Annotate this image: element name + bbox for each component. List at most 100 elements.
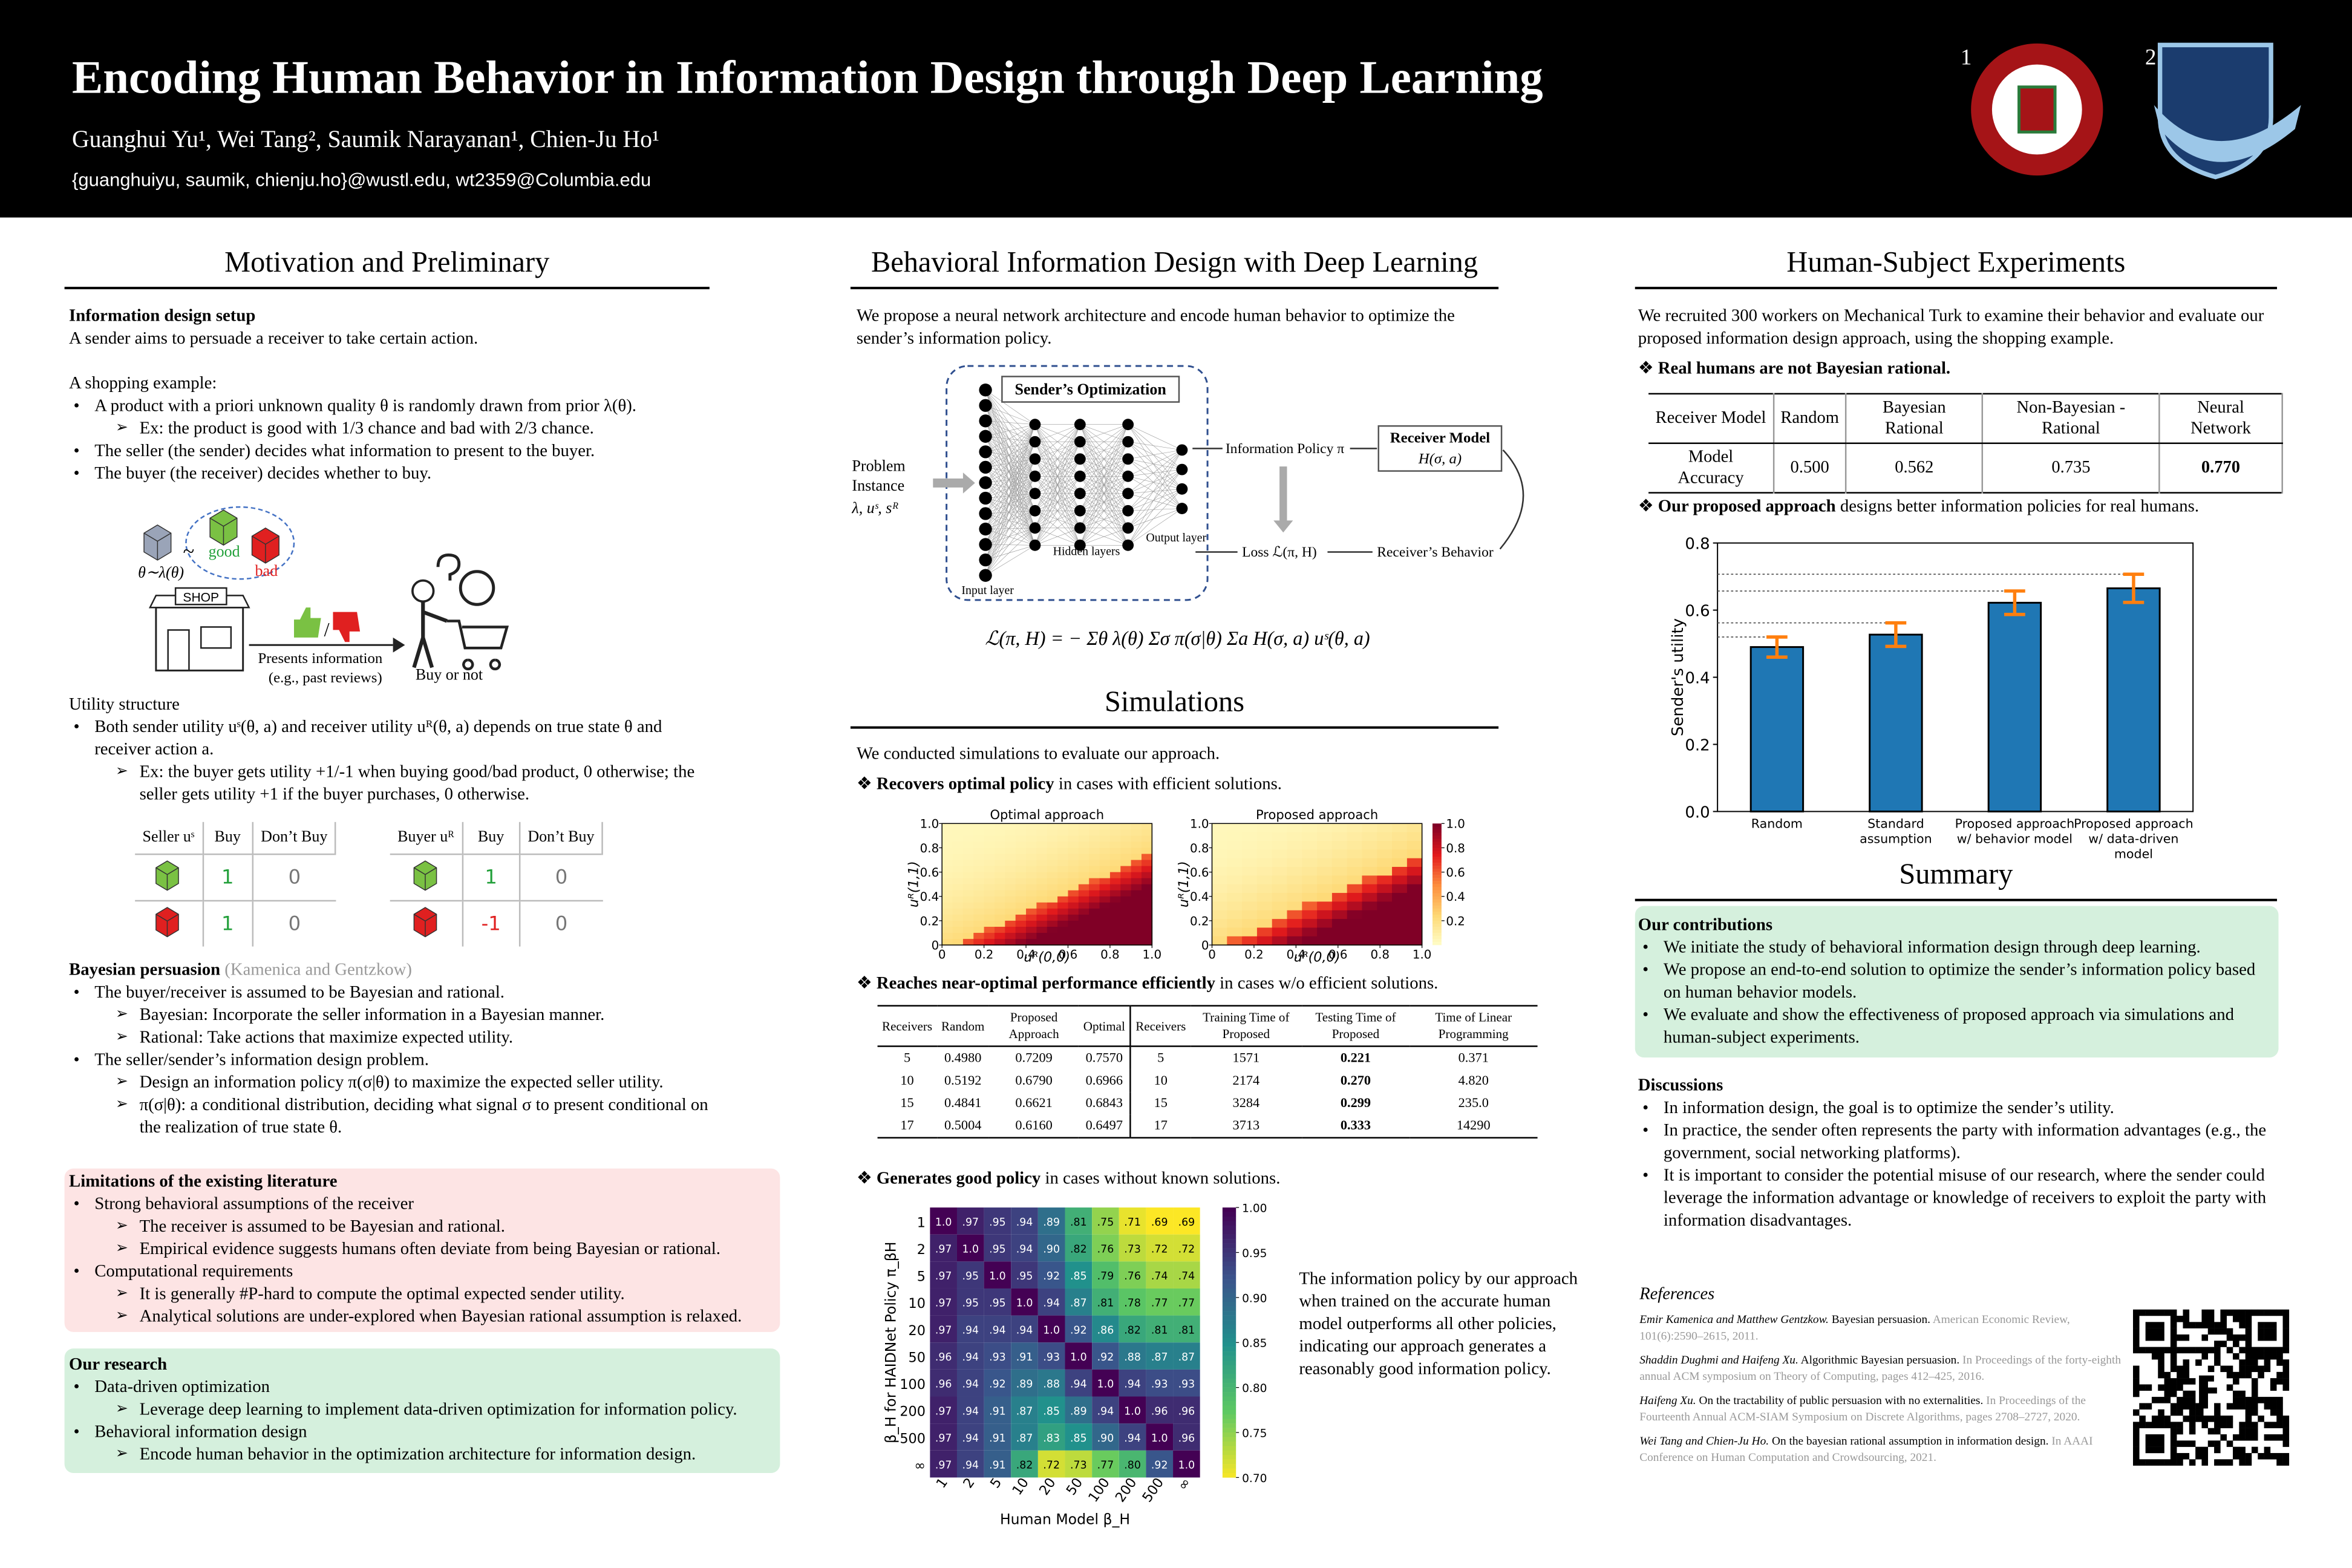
heatmap-cell: [1036, 823, 1048, 831]
matrix-cell: [930, 1450, 957, 1478]
network-edge: [1128, 441, 1183, 470]
qr-module: [2151, 1416, 2158, 1422]
heatmap-cell: [1005, 866, 1016, 873]
matrix-cell-label: .94: [1124, 1379, 1141, 1391]
heatmap-cell: [942, 884, 953, 891]
matrix-cell-label: .75: [1097, 1217, 1114, 1229]
heatmap-cell: [1026, 890, 1037, 897]
heatmap-cell: [1242, 849, 1258, 859]
matrix-colorbar-cell: [1222, 1472, 1236, 1478]
qr-module: [2264, 1347, 2271, 1354]
heatmap-cell: [1047, 920, 1058, 927]
heatmap-cell: [1302, 832, 1318, 841]
network-node: [1176, 444, 1188, 456]
qr-module: [2207, 1440, 2215, 1447]
reference-authors: Wei Tang and Chien-Ju Ho.: [1639, 1434, 1769, 1448]
network-edge: [985, 436, 1036, 528]
heatmap-cell: [994, 927, 1006, 933]
heatmap-cell: [1212, 893, 1228, 903]
matrix-cell: [1173, 1261, 1200, 1289]
heatmap-cell: [973, 896, 985, 903]
y-tick-label: 0.6: [1685, 602, 1710, 620]
colorbar-cell: [1432, 899, 1442, 903]
network-edge: [985, 459, 1036, 576]
heatmap-cell: [1242, 936, 1258, 946]
qr-module: [2282, 1347, 2290, 1354]
heatmap-cell: [1242, 927, 1258, 937]
network-edge: [1128, 424, 1183, 451]
network-node: [1029, 539, 1041, 551]
heatmap-cell: [1120, 835, 1132, 843]
qr-module: [2214, 1440, 2221, 1447]
heatmap-cell: [1392, 901, 1408, 911]
matrix-colorbar-cell: [1222, 1459, 1236, 1465]
heatmap-cell: [1120, 878, 1132, 885]
heatmap-cell: [1005, 890, 1016, 897]
heatmap-cell: [1120, 866, 1132, 873]
table-cell: 1571: [1232, 1050, 1260, 1065]
colorbar-cell: [1432, 848, 1442, 851]
matrix-cell: [956, 1342, 984, 1370]
network-node: [979, 414, 992, 428]
colorbar-cell: [1432, 942, 1442, 946]
matrix-cell: [956, 1234, 984, 1262]
input-arrow: [933, 472, 975, 494]
heatmap-cell: [1141, 933, 1153, 939]
matrix-colorbar-cell: [1222, 1405, 1236, 1411]
reference-authors: Haifeng Xu.: [1639, 1393, 1696, 1407]
heatmap-cell: [1131, 848, 1142, 855]
heatmap-cell: [1099, 872, 1111, 879]
matrix-cell: [1119, 1261, 1146, 1289]
heatmap-cell: [1377, 867, 1393, 877]
colorbar-cell: [1432, 869, 1442, 872]
network-edge: [985, 405, 1036, 511]
colorbar-cell: [1432, 881, 1442, 884]
qr-module: [2132, 1446, 2140, 1454]
network-edge: [1128, 441, 1182, 451]
qr-module: [2245, 1434, 2252, 1441]
qr-module: [2282, 1371, 2290, 1379]
x-tick-label: 0.2: [1244, 947, 1264, 961]
qr-module: [2170, 1446, 2177, 1454]
network-edge: [985, 476, 1036, 514]
bullet-item: In practice, the sender often represents…: [1642, 1119, 2280, 1164]
heatmap-cell: [1068, 878, 1079, 885]
matrix-row-label: 200: [900, 1404, 926, 1420]
network-edge: [1128, 459, 1183, 489]
qr-module: [2226, 1371, 2233, 1379]
sub-item: Ex: the buyer gets utility +1/-1 when bu…: [116, 760, 714, 805]
matrix-cell: [984, 1288, 1011, 1316]
qr-module: [2264, 1359, 2271, 1366]
heatmap-cell: [973, 878, 985, 885]
network-edge: [1128, 469, 1183, 546]
qr-module: [2158, 1347, 2164, 1354]
network-edge: [985, 528, 1036, 576]
table-cell: 0: [252, 900, 336, 947]
heatmap-cell: [1227, 823, 1243, 833]
x-tick-label: 0.2: [975, 947, 994, 961]
section-heading: Summary: [1899, 859, 2013, 891]
heatmap-cell: [1109, 896, 1122, 903]
heatmap-cell: [973, 884, 985, 891]
table-header-cell: Don’t Buy: [252, 822, 337, 855]
qr-module: [2239, 1397, 2246, 1403]
heatmap-cell: [1036, 933, 1048, 939]
heatmap-cell: [1131, 902, 1142, 909]
key-point: Recovers optimal policy in cases with ef…: [857, 773, 1532, 795]
heatmap-cell: [1005, 854, 1016, 861]
table-header-cell: Time of Linear Programming: [1409, 1005, 1538, 1047]
slash: /: [324, 618, 330, 640]
qr-module: [2282, 1341, 2290, 1347]
heatmap-cell: [1026, 933, 1037, 939]
heatmap-cell: [1057, 841, 1069, 849]
heatmap-cell: [1317, 875, 1333, 885]
heatmap-cell: [994, 841, 1006, 849]
table-cell: 5: [1157, 1050, 1165, 1065]
matrix-cell: [1173, 1423, 1200, 1451]
heatmap-cell: [1242, 867, 1258, 877]
error-bar: [1885, 621, 1907, 648]
heatmap-cell: [942, 933, 953, 939]
heatmap-cell: [1036, 872, 1048, 879]
